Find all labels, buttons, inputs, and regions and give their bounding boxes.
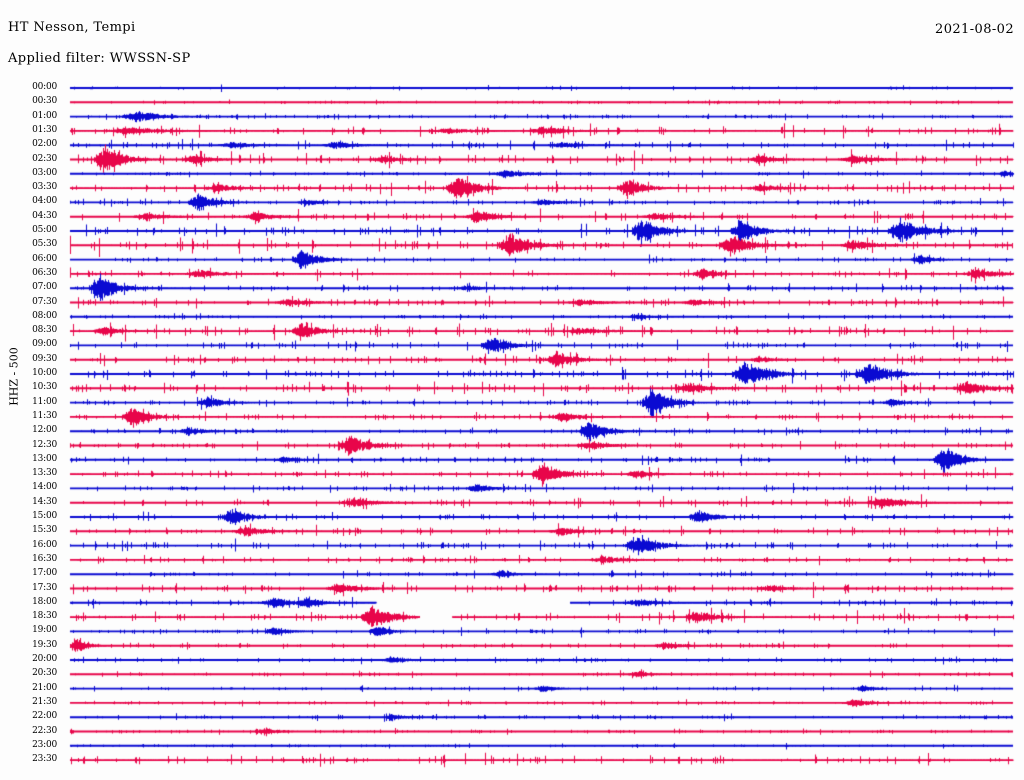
time-tick-0230: 02:30 — [32, 153, 57, 164]
time-tick-2030: 20:30 — [32, 668, 57, 679]
time-tick-1030: 10:30 — [32, 382, 57, 393]
time-tick-0100: 01:00 — [32, 110, 57, 121]
time-tick-1230: 12:30 — [32, 439, 57, 450]
time-tick-1800: 18:00 — [32, 596, 57, 607]
time-tick-1400: 14:00 — [32, 482, 57, 493]
time-tick-2000: 20:00 — [32, 654, 57, 664]
time-tick-0830: 08:30 — [32, 325, 57, 336]
time-tick-1700: 17:00 — [32, 568, 57, 579]
time-tick-0730: 07:30 — [32, 296, 57, 307]
time-tick-0630: 06:30 — [32, 267, 57, 278]
time-tick-1200: 12:00 — [32, 425, 57, 436]
time-tick-1500: 15:00 — [32, 511, 57, 521]
time-tick-0400: 04:00 — [32, 196, 57, 207]
time-tick-2330: 23:30 — [32, 754, 57, 765]
time-tick-2130: 21:30 — [32, 696, 57, 707]
time-tick-0900: 09:00 — [32, 339, 57, 350]
time-tick-0930: 09:30 — [32, 353, 57, 364]
time-tick-1430: 14:30 — [32, 496, 57, 507]
time-tick-0530: 05:30 — [32, 239, 57, 250]
time-tick-0430: 04:30 — [32, 210, 57, 221]
time-tick-1300: 13:00 — [32, 453, 57, 464]
time-tick-1630: 16:30 — [32, 553, 57, 564]
time-tick-1730: 17:30 — [32, 582, 57, 593]
time-tick-2300: 23:00 — [32, 739, 57, 750]
time-tick-0700: 07:00 — [32, 282, 57, 293]
time-tick-1000: 10:00 — [32, 368, 57, 378]
time-tick-1930: 19:30 — [32, 639, 57, 650]
record-date: 2021-08-02 — [935, 22, 1014, 37]
time-tick-0330: 03:30 — [32, 182, 57, 193]
time-tick-0200: 02:00 — [32, 139, 57, 150]
time-tick-0600: 06:00 — [32, 253, 57, 264]
station-title: HT Nesson, Tempi — [8, 20, 136, 35]
time-tick-1530: 15:30 — [32, 525, 57, 536]
time-tick-0000: 00:00 — [32, 82, 57, 92]
time-tick-2200: 22:00 — [32, 711, 57, 722]
time-tick-1830: 18:30 — [32, 611, 57, 622]
time-tick-0130: 01:30 — [32, 124, 57, 135]
time-tick-1130: 11:30 — [32, 410, 57, 421]
time-tick-0030: 00:30 — [32, 96, 57, 107]
time-tick-1100: 11:00 — [32, 396, 57, 407]
time-tick-1330: 13:30 — [32, 468, 57, 479]
time-tick-2230: 22:30 — [32, 725, 57, 736]
time-tick-2100: 21:00 — [32, 682, 57, 693]
time-tick-0800: 08:00 — [32, 310, 57, 321]
applied-filter-label: Applied filter: WWSSN-SP — [8, 51, 191, 66]
time-tick-0500: 05:00 — [32, 225, 57, 235]
time-tick-0300: 03:00 — [32, 167, 57, 178]
time-tick-1900: 19:00 — [32, 625, 57, 636]
time-tick-1600: 16:00 — [32, 539, 57, 550]
